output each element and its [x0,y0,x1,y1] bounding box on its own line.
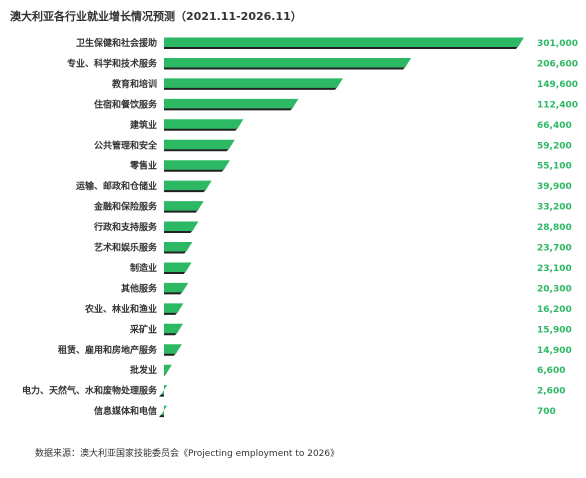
bar [164,37,524,47]
category-label: 住宿和餐饮服务 [94,98,158,110]
value-label: 14,900 [537,346,572,356]
category-label: 零售业 [129,160,157,172]
bar-row: 其他服务 20,300 [121,282,572,295]
category-label: 电力、天然气、水和废物处理服务 [22,385,158,397]
bar-row: 行政和支持服务 28,800 [93,221,572,234]
bar [164,303,184,313]
bar-row: 批发业 6,600 [130,364,565,377]
value-label: 66,400 [537,121,572,131]
bars-layer: 卫生保健和社会援助 301,000 专业、科学和技术服务 206,600 教育和培训 14… [22,37,578,418]
bar-row: 艺术和娱乐服务 23,700 [94,242,572,254]
bar-row: 专业、科学和技术服务 206,600 [67,57,578,70]
category-label: 租赁、雇用和房地产服务 [58,344,158,356]
value-label: 112,400 [537,100,578,110]
value-label: 23,100 [537,264,572,274]
bar [164,57,412,68]
category-label: 公共管理和安全 [94,139,158,151]
chart-source: 数据来源：澳大利亚国家技能委员会《Projecting employment t… [35,449,340,459]
category-label: 信息媒体和电信 [94,405,157,417]
value-label: 2,600 [537,387,565,397]
category-label: 卫生保健和社会援助 [76,37,157,49]
value-label: 149,600 [537,80,578,90]
value-label: 301,000 [537,39,578,49]
bar [164,242,193,252]
value-label: 206,600 [537,59,578,69]
bar-row: 公共管理和安全 59,200 [94,139,572,152]
bar [164,78,343,88]
chart-title: 澳大利亚各行业就业增长情况预测（2021.11-2026.11） [10,10,302,23]
value-label: 59,200 [537,141,572,151]
value-label: 39,900 [537,182,572,192]
bar [164,262,192,272]
bar-row: 农业、林业和渔业 16,200 [84,303,572,315]
bar-row: 教育和培训 149,600 [111,78,578,90]
bar [164,221,199,232]
bar [164,201,204,211]
category-label: 其他服务 [121,282,158,294]
bar-row: 卫生保健和社会援助 301,000 [76,37,578,49]
value-label: 23,700 [537,244,572,254]
category-label: 专业、科学和技术服务 [67,57,158,69]
bar-row: 建筑业 66,400 [130,119,572,131]
value-label: 15,900 [537,325,572,335]
category-label: 行政和支持服务 [93,221,158,233]
bar [161,405,167,416]
category-label: 农业、林业和渔业 [84,303,157,315]
bar [164,119,244,129]
category-label: 制造业 [130,262,157,274]
value-label: 33,200 [537,203,572,213]
value-label: 55,100 [537,162,572,172]
category-label: 艺术和娱乐服务 [94,242,158,254]
value-label: 20,300 [537,284,572,294]
value-label: 16,200 [537,305,572,315]
value-label: 6,600 [537,366,565,376]
bar-row: 制造业 23,100 [130,262,572,274]
value-label: 700 [537,407,556,417]
category-label: 运输、邮政和仓储业 [76,180,157,192]
bar [164,282,189,293]
category-label: 金融和保险服务 [93,201,158,213]
bar [161,385,168,395]
bar-row: 零售业 55,100 [129,160,572,172]
bar [164,139,235,150]
bar-row: 信息媒体和电信 700 [94,405,556,418]
bar [164,323,184,334]
bar [164,160,230,170]
category-label: 批发业 [130,364,157,376]
category-label: 采矿业 [129,323,157,335]
bar [164,180,212,191]
bar-row: 金融和保险服务 33,200 [93,201,572,213]
value-label: 28,800 [537,223,572,233]
bar-row: 住宿和餐饮服务 112,400 [94,98,578,111]
bar [164,364,172,375]
category-label: 建筑业 [130,119,157,131]
bar-row: 采矿业 15,900 [129,323,572,336]
bar [164,98,299,109]
bar-row: 租赁、雇用和房地产服务 14,900 [58,344,572,356]
bar [164,344,182,354]
category-label: 教育和培训 [111,78,157,90]
bar-row: 运输、邮政和仓储业 39,900 [76,180,572,193]
bar-row: 电力、天然气、水和废物处理服务 2,600 [22,385,565,397]
